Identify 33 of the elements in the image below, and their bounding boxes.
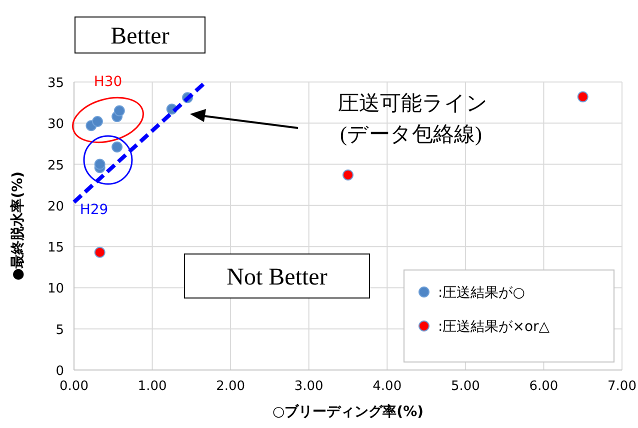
x-tick-label: 0.00 [60, 379, 88, 394]
y-tick-label: 15 [47, 240, 64, 256]
point [92, 116, 103, 127]
x-tick-label: 4.00 [372, 379, 402, 394]
x-tick-label: 7.00 [608, 379, 636, 394]
x-tick-label: 3.00 [294, 379, 324, 394]
y-tick-label: 30 [47, 117, 64, 132]
y-tick-label: 35 [47, 76, 64, 91]
annotation: H29 [80, 202, 108, 218]
point [112, 142, 123, 153]
point [94, 158, 106, 170]
annotation: (データ包絡線) [340, 122, 482, 146]
y-tick-label: 5 [56, 322, 64, 338]
x-tick-label: 2.00 [216, 379, 246, 394]
x-tick-label: 1.00 [138, 379, 167, 394]
y-tick-label: 0 [56, 364, 64, 379]
x-tick-label: 5.00 [450, 379, 480, 394]
annotation: H30 [94, 74, 122, 90]
legend-label: :圧送結果が○ [438, 285, 525, 301]
annotation: Not Better [226, 264, 328, 290]
y-tick-label: 20 [47, 199, 64, 214]
legend-label: :圧送結果が×or△ [438, 319, 550, 335]
text: Better [110, 23, 170, 50]
point [342, 169, 354, 180]
x-axis-title: ○ブリーディング率(%) [272, 403, 424, 420]
point [114, 105, 125, 116]
y-tick-label: 10 [47, 282, 64, 297]
x-tick-label: 6.00 [529, 379, 558, 394]
y-tick-label: 25 [47, 158, 64, 174]
point [94, 246, 106, 258]
point [577, 91, 588, 102]
y-axis-title: ●最終脱水率(%) [9, 171, 26, 281]
annotation: 圧送可能ライン [338, 91, 488, 115]
